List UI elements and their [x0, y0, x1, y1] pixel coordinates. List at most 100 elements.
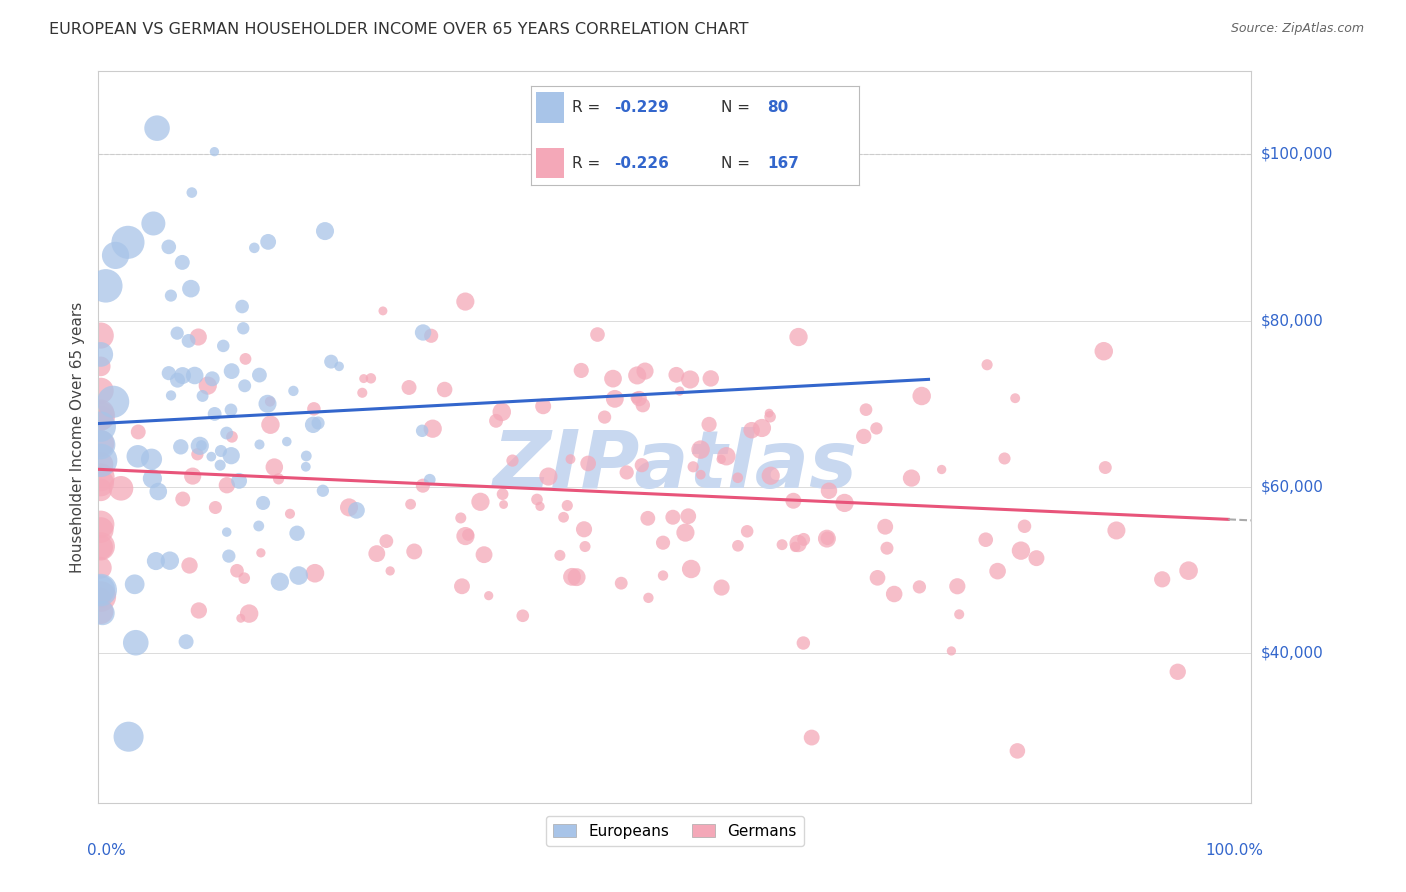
Point: [269, 574, 291, 589]
Point: [307, 416, 329, 430]
Point: [90, 436, 112, 450]
Point: [117, 730, 139, 744]
Point: [759, 468, 782, 483]
Point: [855, 402, 877, 417]
Point: [586, 327, 609, 342]
Point: [450, 511, 472, 525]
Point: [531, 399, 554, 413]
Point: [378, 564, 401, 578]
Point: [770, 538, 793, 552]
Point: [157, 366, 180, 380]
Point: [181, 469, 204, 483]
Point: [110, 481, 132, 495]
Point: [285, 526, 308, 541]
Text: EUROPEAN VS GERMAN HOUSEHOLDER INCOME OVER 65 YEARS CORRELATION CHART: EUROPEAN VS GERMAN HOUSEHOLDER INCOME OV…: [49, 22, 749, 37]
Point: [787, 330, 810, 344]
Point: [911, 389, 934, 403]
Point: [90, 438, 112, 452]
Point: [174, 634, 197, 648]
Point: [90, 359, 112, 374]
Point: [204, 500, 226, 515]
Point: [160, 388, 183, 402]
Point: [233, 571, 256, 585]
Point: [172, 368, 194, 383]
Point: [710, 452, 733, 467]
Legend: Europeans, Germans: Europeans, Germans: [546, 816, 804, 847]
Point: [454, 529, 477, 543]
Point: [555, 499, 578, 513]
Point: [631, 398, 654, 412]
Point: [792, 636, 814, 650]
Point: [946, 579, 969, 593]
Point: [186, 447, 208, 461]
Point: [90, 483, 112, 497]
Point: [249, 437, 271, 451]
Point: [526, 492, 548, 507]
Point: [398, 380, 420, 394]
Point: [900, 471, 922, 485]
Point: [485, 414, 508, 428]
Point: [117, 235, 139, 250]
Point: [1007, 744, 1029, 758]
Point: [412, 326, 434, 340]
Point: [371, 304, 394, 318]
Point: [727, 471, 749, 485]
Point: [212, 339, 235, 353]
Point: [665, 368, 688, 382]
Point: [209, 458, 232, 472]
Point: [283, 384, 305, 398]
Point: [263, 460, 285, 475]
Point: [360, 371, 382, 385]
Point: [976, 358, 998, 372]
Point: [366, 547, 388, 561]
Point: [561, 570, 583, 584]
Point: [834, 496, 856, 510]
Point: [183, 368, 205, 383]
Point: [337, 500, 360, 515]
Point: [1177, 564, 1199, 578]
Point: [710, 581, 733, 595]
Point: [716, 449, 738, 463]
Point: [90, 476, 112, 491]
Point: [682, 459, 704, 474]
Point: [529, 500, 551, 514]
Point: [553, 510, 575, 524]
Point: [668, 384, 690, 398]
Point: [800, 731, 823, 745]
Point: [204, 145, 226, 159]
Point: [166, 326, 188, 341]
Point: [200, 450, 222, 464]
Point: [257, 235, 280, 249]
Point: [233, 379, 256, 393]
Point: [249, 368, 271, 382]
Point: [302, 417, 325, 432]
Point: [782, 493, 804, 508]
Point: [215, 425, 238, 440]
Point: [302, 401, 325, 416]
Point: [312, 483, 335, 498]
Point: [491, 487, 513, 501]
Point: [259, 394, 281, 409]
Point: [90, 419, 112, 434]
Point: [177, 334, 200, 348]
Point: [422, 422, 444, 436]
Point: [741, 423, 763, 437]
Point: [353, 371, 375, 385]
Point: [188, 439, 211, 453]
Point: [626, 368, 648, 383]
Point: [852, 429, 875, 443]
Point: [328, 359, 350, 374]
Point: [204, 407, 226, 421]
Point: [689, 442, 711, 457]
Text: $60,000: $60,000: [1261, 480, 1324, 494]
Point: [201, 372, 224, 386]
Point: [90, 604, 112, 618]
Point: [238, 607, 260, 621]
Point: [865, 421, 887, 435]
Point: [243, 241, 266, 255]
Point: [987, 564, 1010, 578]
Point: [180, 186, 202, 200]
Point: [235, 351, 257, 366]
Point: [127, 450, 149, 464]
Point: [228, 474, 250, 488]
